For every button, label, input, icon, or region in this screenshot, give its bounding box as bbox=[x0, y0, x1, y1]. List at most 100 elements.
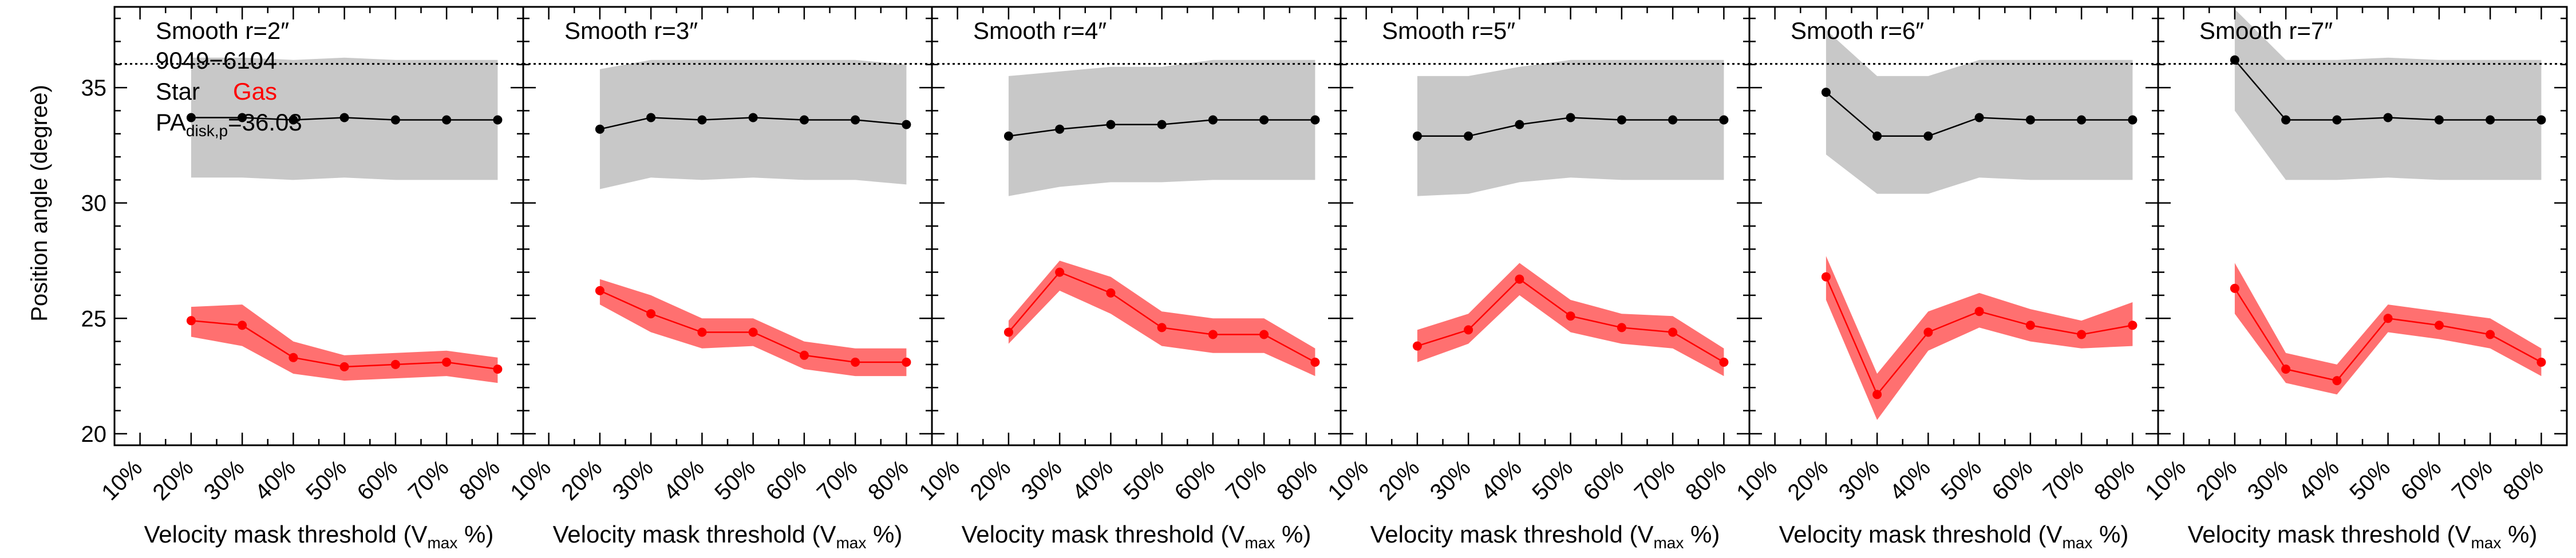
gas-data-point bbox=[595, 286, 605, 295]
gas-uncertainty-band bbox=[1826, 256, 2133, 420]
x-axis-label-end: %) bbox=[866, 521, 902, 548]
y-tick-label: 35 bbox=[81, 76, 107, 101]
star-data-point bbox=[2281, 115, 2291, 125]
star-data-point bbox=[2486, 115, 2495, 125]
star-data-point bbox=[1055, 124, 1065, 134]
gas-data-point bbox=[1974, 307, 1984, 316]
x-tick-label: 10% bbox=[2140, 455, 2191, 505]
star-data-point bbox=[902, 120, 911, 129]
gas-data-point bbox=[851, 357, 860, 367]
x-tick-label: 60% bbox=[2396, 455, 2447, 505]
star-data-point bbox=[1617, 115, 1626, 125]
panel-title: Smooth r=4″ bbox=[973, 17, 1107, 44]
gas-data-point bbox=[2332, 376, 2342, 386]
x-tick-label: 80% bbox=[2089, 455, 2140, 505]
x-tick-label: 80% bbox=[2498, 455, 2549, 505]
star-data-point bbox=[1872, 131, 1882, 141]
x-tick-label: 20% bbox=[1374, 455, 1425, 505]
x-tick-label: 30% bbox=[199, 455, 250, 505]
x-tick-label: 40% bbox=[1476, 455, 1527, 505]
star-data-point bbox=[2383, 113, 2393, 122]
x-axis-label: Velocity mask threshold (Vmax %) bbox=[553, 521, 903, 552]
panel-1: 20 25 30 35 10% 20% 30% 40% 50% 60% 70% 80% Smooth r… bbox=[81, 6, 524, 552]
star-data-point bbox=[1412, 131, 1422, 141]
x-tick-label: 70% bbox=[2038, 455, 2089, 505]
star-data-point bbox=[442, 115, 452, 125]
gas-data-point bbox=[1157, 323, 1167, 333]
x-tick-label: 70% bbox=[404, 455, 454, 505]
gas-data-point bbox=[2025, 320, 2035, 330]
star-data-point bbox=[1515, 120, 1524, 129]
x-axis-label-sub: max bbox=[427, 534, 457, 552]
x-tick-label: 60% bbox=[353, 455, 403, 505]
star-data-point bbox=[186, 113, 196, 122]
panel-4: 10% 20% 30% 40% 50% 60% 70% 80% Smooth r=5″ Veloc… bbox=[1323, 6, 1751, 552]
x-tick-label: 30% bbox=[1834, 455, 1884, 505]
gas-data-point bbox=[2434, 320, 2444, 330]
x-axis-label-main: Velocity mask threshold (V bbox=[553, 521, 836, 548]
star-uncertainty-band bbox=[1826, 30, 2133, 194]
gas-uncertainty-band bbox=[599, 279, 907, 377]
x-tick-label: 40% bbox=[1068, 455, 1118, 505]
x-tick-label: 10% bbox=[1732, 455, 1782, 505]
x-tick-label: 80% bbox=[1681, 455, 1731, 505]
x-tick-label: 50% bbox=[301, 455, 351, 505]
gas-data-point bbox=[2281, 365, 2291, 374]
x-tick-label: 30% bbox=[1425, 455, 1476, 505]
panel-title: Smooth r=2″ bbox=[156, 17, 289, 44]
star-data-point bbox=[2434, 115, 2444, 125]
star-data-point bbox=[851, 115, 860, 125]
star-data-point bbox=[493, 115, 503, 125]
star-data-point bbox=[2025, 115, 2035, 125]
star-data-point bbox=[2128, 115, 2138, 125]
gas-data-point bbox=[1310, 357, 1320, 367]
star-data-point bbox=[289, 115, 298, 125]
x-tick-label: 10% bbox=[1323, 455, 1373, 505]
x-tick-label: 60% bbox=[1170, 455, 1220, 505]
gas-data-point bbox=[390, 359, 400, 369]
x-tick-label: 10% bbox=[97, 455, 147, 505]
panel-title: Smooth r=6″ bbox=[1791, 17, 1924, 44]
gas-data-point bbox=[646, 309, 656, 319]
legend-pa-sub: disk,p bbox=[186, 122, 228, 140]
gas-data-point bbox=[442, 357, 452, 367]
gas-data-point bbox=[1412, 341, 1422, 351]
gas-data-point bbox=[1566, 311, 1575, 321]
star-data-point bbox=[1821, 88, 1831, 97]
legend-gas-label: Gas bbox=[233, 78, 277, 105]
x-axis-label-main: Velocity mask threshold (V bbox=[1370, 521, 1654, 548]
x-axis-label-sub: max bbox=[1244, 534, 1275, 552]
x-tick-label: 20% bbox=[148, 455, 199, 505]
star-data-point bbox=[2537, 115, 2546, 125]
gas-uncertainty-band bbox=[1008, 260, 1315, 377]
x-tick-label: 30% bbox=[2243, 455, 2293, 505]
x-tick-label: 20% bbox=[2192, 455, 2242, 505]
star-data-point bbox=[2332, 115, 2342, 125]
star-data-point bbox=[1157, 120, 1167, 129]
gas-data-point bbox=[2128, 320, 2138, 330]
x-tick-label: 60% bbox=[1988, 455, 2038, 505]
gas-data-point bbox=[902, 357, 911, 367]
gas-data-point bbox=[1872, 390, 1882, 399]
star-data-point bbox=[1566, 113, 1575, 122]
x-axis-label-sub: max bbox=[2062, 534, 2092, 552]
y-tick-label: 25 bbox=[81, 306, 107, 331]
x-axis-label-sub: max bbox=[2471, 534, 2501, 552]
gas-data-point bbox=[1668, 327, 1678, 337]
star-data-point bbox=[238, 113, 247, 122]
x-axis-label-sub: max bbox=[1653, 534, 1684, 552]
x-tick-label: 80% bbox=[1272, 455, 1322, 505]
x-tick-label: 20% bbox=[966, 455, 1016, 505]
x-tick-label: 20% bbox=[1783, 455, 1834, 505]
gas-data-point bbox=[799, 350, 809, 360]
panel-2: 10% 20% 30% 40% 50% 60% 70% 80% Smooth r=3″ Veloc… bbox=[505, 6, 933, 552]
star-data-point bbox=[390, 115, 400, 125]
x-tick-label: 80% bbox=[863, 455, 914, 505]
x-axis-label-main: Velocity mask threshold (V bbox=[144, 521, 428, 548]
x-tick-label: 40% bbox=[250, 455, 301, 505]
gas-data-point bbox=[2383, 314, 2393, 323]
star-data-point bbox=[748, 113, 758, 122]
star-uncertainty-band bbox=[599, 60, 907, 189]
gas-data-point bbox=[1515, 274, 1524, 284]
star-data-point bbox=[1464, 131, 1473, 141]
